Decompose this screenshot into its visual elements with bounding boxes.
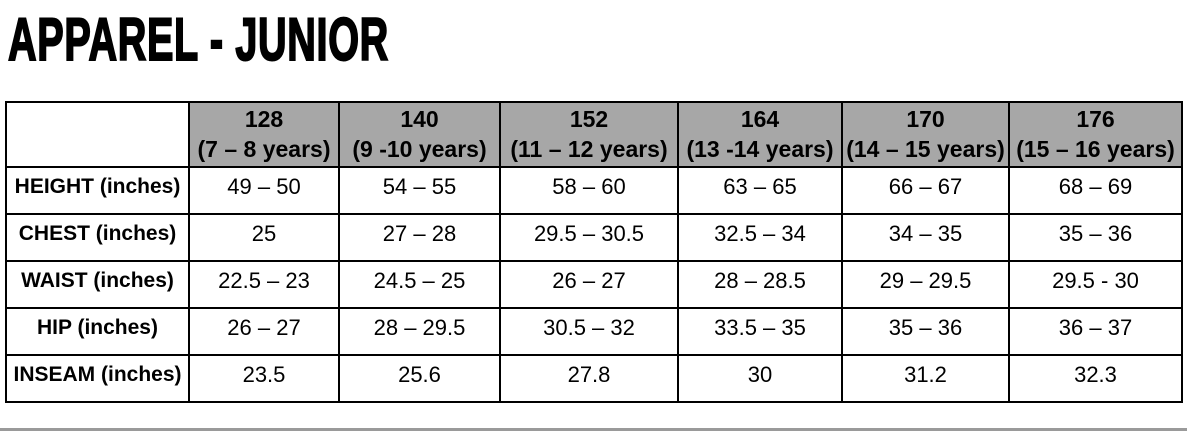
table-row-chest: CHEST (inches) 25 27 – 28 29.5 – 30.5 32…	[5, 213, 1183, 262]
value-cell-inseam-152: 27.8	[499, 354, 679, 403]
value-cell-inseam-164: 30	[677, 354, 843, 403]
size-label: 140	[400, 105, 439, 132]
corner-cell	[5, 101, 190, 168]
value-cell-chest-170: 34 – 35	[841, 213, 1010, 262]
column-header-128: 128 (7 – 8 years)	[188, 101, 340, 168]
age-range-label: (7 – 8 years)	[197, 135, 331, 162]
column-header-170: 170 (14 – 15 years)	[841, 101, 1010, 168]
age-range-label: (14 – 15 years)	[846, 135, 1005, 162]
column-header-140: 140 (9 -10 years)	[338, 101, 501, 168]
row-label-waist: WAIST (inches)	[5, 260, 190, 309]
value-cell-inseam-170: 31.2	[841, 354, 1010, 403]
value-cell-waist-152: 26 – 27	[499, 260, 679, 309]
value-cell-height-128: 49 – 50	[188, 166, 340, 215]
value-cell-hip-164: 33.5 – 35	[677, 307, 843, 356]
value-cell-hip-140: 28 – 29.5	[338, 307, 501, 356]
row-label-hip: HIP (inches)	[5, 307, 190, 356]
age-range-label: (15 – 16 years)	[1016, 135, 1175, 162]
row-label-inseam: INSEAM (inches)	[5, 354, 190, 403]
age-range-label: (9 -10 years)	[352, 135, 487, 162]
table-header-row: 128 (7 – 8 years) 140 (9 -10 years) 152 …	[5, 101, 1183, 168]
value-cell-chest-128: 25	[188, 213, 340, 262]
value-cell-inseam-176: 32.3	[1008, 354, 1183, 403]
row-label-height: HEIGHT (inches)	[5, 166, 190, 215]
table-row-inseam: INSEAM (inches) 23.5 25.6 27.8 30 31.2 3…	[5, 354, 1183, 403]
value-cell-hip-170: 35 – 36	[841, 307, 1010, 356]
size-label: 170	[906, 105, 945, 132]
junior-apparel-size-table: 128 (7 – 8 years) 140 (9 -10 years) 152 …	[5, 101, 1183, 403]
value-cell-chest-176: 35 – 36	[1008, 213, 1183, 262]
column-header-152: 152 (11 – 12 years)	[499, 101, 679, 168]
value-cell-inseam-140: 25.6	[338, 354, 501, 403]
value-cell-waist-140: 24.5 – 25	[338, 260, 501, 309]
value-cell-waist-176: 29.5 - 30	[1008, 260, 1183, 309]
row-label-chest: CHEST (inches)	[5, 213, 190, 262]
size-label: 164	[740, 105, 780, 132]
age-range-label: (13 -14 years)	[686, 135, 834, 162]
value-cell-chest-140: 27 – 28	[338, 213, 501, 262]
value-cell-hip-176: 36 – 37	[1008, 307, 1183, 356]
value-cell-waist-170: 29 – 29.5	[841, 260, 1010, 309]
size-label: 176	[1076, 105, 1115, 132]
page-title: APPAREL - JUNIOR	[7, 6, 389, 73]
age-range-label: (11 – 12 years)	[510, 135, 668, 162]
value-cell-waist-128: 22.5 – 23	[188, 260, 340, 309]
size-label: 128	[244, 105, 284, 132]
column-header-176: 176 (15 – 16 years)	[1008, 101, 1183, 168]
table-row-hip: HIP (inches) 26 – 27 28 – 29.5 30.5 – 32…	[5, 307, 1183, 356]
value-cell-height-170: 66 – 67	[841, 166, 1010, 215]
table-row-height: HEIGHT (inches) 49 – 50 54 – 55 58 – 60 …	[5, 166, 1183, 215]
value-cell-chest-152: 29.5 – 30.5	[499, 213, 679, 262]
value-cell-height-152: 58 – 60	[499, 166, 679, 215]
value-cell-height-164: 63 – 65	[677, 166, 843, 215]
value-cell-chest-164: 32.5 – 34	[677, 213, 843, 262]
table-bottom-shadow	[0, 428, 1187, 431]
value-cell-inseam-128: 23.5	[188, 354, 340, 403]
column-header-164: 164 (13 -14 years)	[677, 101, 843, 168]
value-cell-hip-152: 30.5 – 32	[499, 307, 679, 356]
value-cell-height-140: 54 – 55	[338, 166, 501, 215]
value-cell-waist-164: 28 – 28.5	[677, 260, 843, 309]
size-label: 152	[569, 105, 609, 132]
table-row-waist: WAIST (inches) 22.5 – 23 24.5 – 25 26 – …	[5, 260, 1183, 309]
value-cell-hip-128: 26 – 27	[188, 307, 340, 356]
value-cell-height-176: 68 – 69	[1008, 166, 1183, 215]
